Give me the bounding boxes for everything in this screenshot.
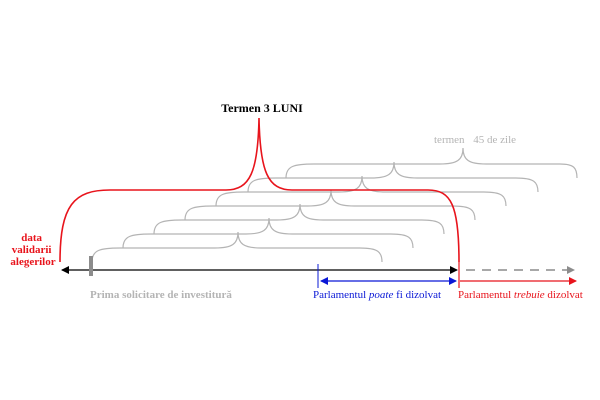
term-45-days-value: 45 de zile <box>473 134 516 146</box>
election-validation-line-2: validarii <box>12 244 52 256</box>
gray-brace-1 <box>91 231 383 263</box>
first-request-label: Prima solicitare de investitură <box>90 289 232 301</box>
must-dissolve-label: Parlamentul trebuie dizolvat <box>458 289 583 301</box>
red-three-month-brace <box>59 117 460 263</box>
election-validation-line-3: alegerilor <box>10 256 55 268</box>
may-dissolve-after: fi dizolvat <box>393 289 441 301</box>
term-three-months-label: Termen 3 LUNI <box>221 101 303 115</box>
term-45-days-prefix: termen <box>434 134 465 146</box>
must-dissolve-before: Parlamentul <box>458 289 514 301</box>
gray-brace-6 <box>247 161 539 193</box>
gray-braces-group <box>91 147 578 263</box>
must-dissolve-emph: trebuie <box>514 289 545 301</box>
election-validation-label: data validarii alegerilor <box>10 232 55 268</box>
gray-brace-4 <box>184 189 476 221</box>
may-dissolve-label: Parlamentul poate fi dizolvat <box>313 289 441 301</box>
gray-brace-7 <box>285 147 578 179</box>
gray-brace-3 <box>153 203 445 235</box>
first-request-marker <box>89 256 93 276</box>
gray-brace-5 <box>215 175 507 207</box>
gray-brace-2 <box>122 217 414 249</box>
must-dissolve-after: dizolvat <box>545 289 583 301</box>
may-dissolve-before: Parlamentul <box>313 289 369 301</box>
may-dissolve-emph: poate <box>368 289 394 301</box>
election-validation-line-1: data <box>21 232 42 244</box>
term-45-days-label: termen 45 de zile <box>434 134 516 146</box>
